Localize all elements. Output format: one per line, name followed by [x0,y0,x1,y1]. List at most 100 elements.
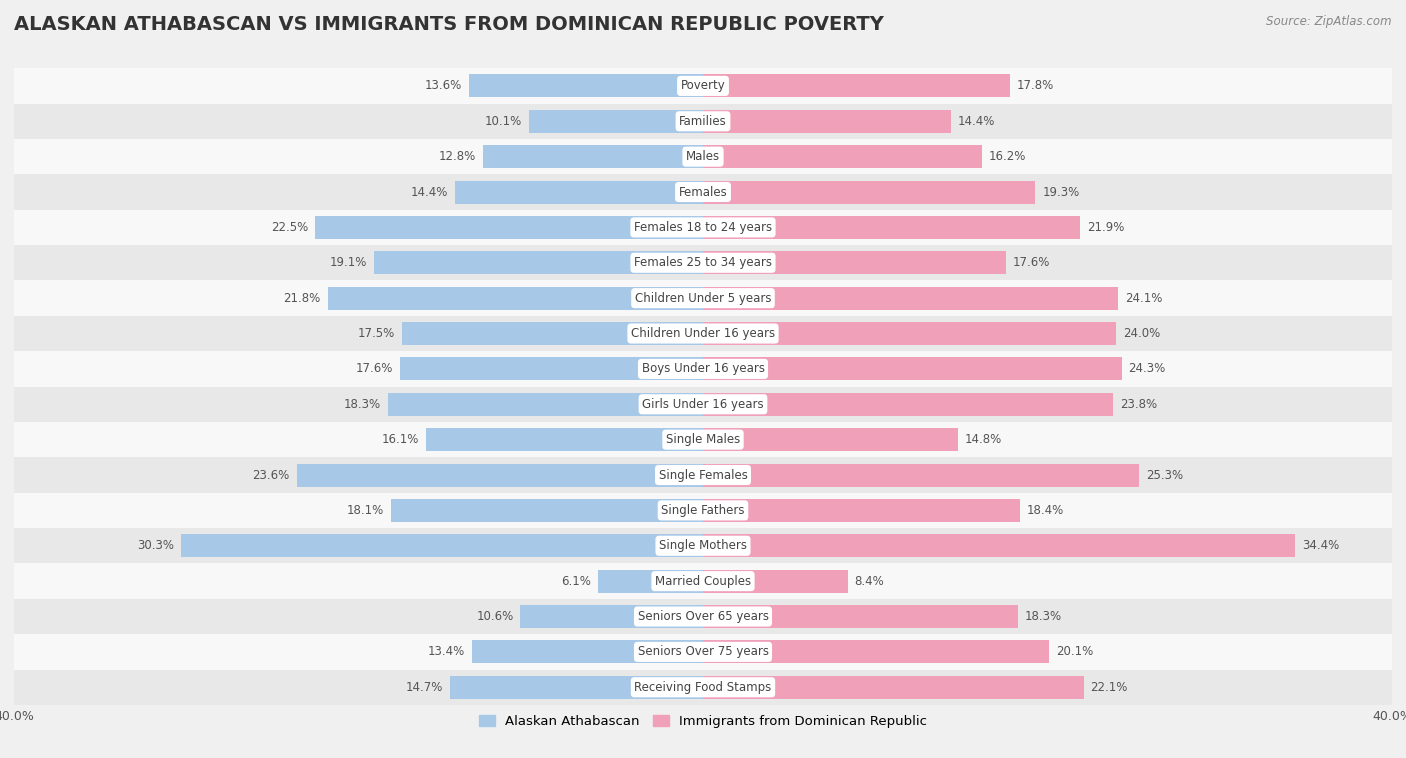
Bar [181,534,703,557]
Bar [426,428,703,451]
Text: Seniors Over 75 years: Seniors Over 75 years [637,645,769,659]
Bar [482,145,703,168]
Bar [14,422,1392,457]
Text: Females: Females [679,186,727,199]
Bar [703,464,1139,487]
Legend: Alaskan Athabascan, Immigrants from Dominican Republic: Alaskan Athabascan, Immigrants from Domi… [474,709,932,733]
Text: 10.6%: 10.6% [477,610,513,623]
Bar [468,74,703,97]
Bar [14,351,1392,387]
Text: Single Fathers: Single Fathers [661,504,745,517]
Text: 12.8%: 12.8% [439,150,475,163]
Bar [703,322,1116,345]
Bar [14,599,1392,634]
Bar [703,216,1080,239]
Bar [472,641,703,663]
Text: 14.7%: 14.7% [405,681,443,694]
Text: 23.8%: 23.8% [1119,398,1157,411]
Text: Receiving Food Stamps: Receiving Food Stamps [634,681,772,694]
Bar [703,358,1122,381]
Bar [703,180,1035,204]
Text: Boys Under 16 years: Boys Under 16 years [641,362,765,375]
Text: ALASKAN ATHABASCAN VS IMMIGRANTS FROM DOMINICAN REPUBLIC POVERTY: ALASKAN ATHABASCAN VS IMMIGRANTS FROM DO… [14,15,884,34]
Bar [14,493,1392,528]
Text: 10.1%: 10.1% [485,114,522,128]
Bar [374,252,703,274]
Text: 13.4%: 13.4% [427,645,465,659]
Text: Source: ZipAtlas.com: Source: ZipAtlas.com [1267,15,1392,28]
Text: Males: Males [686,150,720,163]
Bar [14,68,1392,104]
Text: 13.6%: 13.6% [425,80,461,92]
Text: Females 18 to 24 years: Females 18 to 24 years [634,221,772,234]
Text: 30.3%: 30.3% [138,539,174,553]
Text: Seniors Over 65 years: Seniors Over 65 years [637,610,769,623]
Text: 18.4%: 18.4% [1026,504,1064,517]
Bar [703,534,1295,557]
Text: Girls Under 16 years: Girls Under 16 years [643,398,763,411]
Text: 18.3%: 18.3% [344,398,381,411]
Bar [703,570,848,593]
Text: 24.3%: 24.3% [1129,362,1166,375]
Text: 14.4%: 14.4% [957,114,995,128]
Text: 34.4%: 34.4% [1302,539,1340,553]
Text: 17.6%: 17.6% [356,362,392,375]
Text: 8.4%: 8.4% [855,575,884,587]
Bar [14,139,1392,174]
Bar [703,499,1019,522]
Bar [703,110,950,133]
Text: 16.2%: 16.2% [988,150,1026,163]
Bar [520,605,703,628]
Text: 19.3%: 19.3% [1042,186,1080,199]
Text: 25.3%: 25.3% [1146,468,1182,481]
Bar [598,570,703,593]
Bar [456,180,703,204]
Bar [14,316,1392,351]
Bar [703,74,1010,97]
Text: 17.8%: 17.8% [1017,80,1053,92]
Text: Females 25 to 34 years: Females 25 to 34 years [634,256,772,269]
Bar [14,528,1392,563]
Bar [14,280,1392,316]
Bar [297,464,703,487]
Text: 17.5%: 17.5% [357,327,395,340]
Bar [14,669,1392,705]
Text: 14.4%: 14.4% [411,186,449,199]
Text: 16.1%: 16.1% [381,433,419,446]
Bar [328,287,703,310]
Text: Single Mothers: Single Mothers [659,539,747,553]
Text: 24.1%: 24.1% [1125,292,1163,305]
Bar [14,563,1392,599]
Bar [703,145,981,168]
Text: Single Females: Single Females [658,468,748,481]
Text: 20.1%: 20.1% [1056,645,1094,659]
Bar [14,457,1392,493]
Text: Children Under 5 years: Children Under 5 years [634,292,772,305]
Bar [703,428,957,451]
Text: 22.5%: 22.5% [271,221,308,234]
Text: 21.9%: 21.9% [1087,221,1125,234]
Text: 24.0%: 24.0% [1123,327,1160,340]
Bar [14,174,1392,210]
Bar [14,245,1392,280]
Bar [14,387,1392,422]
Bar [703,287,1118,310]
Bar [399,358,703,381]
Bar [388,393,703,415]
Text: Children Under 16 years: Children Under 16 years [631,327,775,340]
Bar [14,104,1392,139]
Text: Married Couples: Married Couples [655,575,751,587]
Text: 17.6%: 17.6% [1012,256,1050,269]
Text: 19.1%: 19.1% [330,256,367,269]
Bar [315,216,703,239]
Bar [14,634,1392,669]
Text: 14.8%: 14.8% [965,433,1002,446]
Text: 18.1%: 18.1% [347,504,384,517]
Bar [703,252,1007,274]
Bar [703,605,1018,628]
Text: 22.1%: 22.1% [1091,681,1128,694]
Text: 23.6%: 23.6% [253,468,290,481]
Bar [391,499,703,522]
Bar [450,676,703,699]
Text: 18.3%: 18.3% [1025,610,1062,623]
